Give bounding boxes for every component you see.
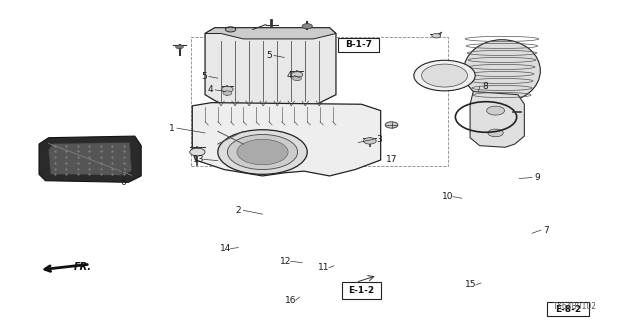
Text: E-8-2: E-8-2 — [556, 305, 582, 314]
Text: 17: 17 — [386, 155, 397, 164]
Polygon shape — [205, 28, 336, 39]
Polygon shape — [49, 142, 132, 175]
Text: 14: 14 — [220, 244, 231, 253]
Text: 16: 16 — [285, 296, 296, 305]
Text: 4: 4 — [287, 71, 292, 80]
Text: 4: 4 — [207, 85, 213, 94]
Circle shape — [291, 72, 303, 77]
Text: 11: 11 — [318, 263, 330, 272]
Circle shape — [486, 106, 504, 115]
Text: TX64B0102: TX64B0102 — [554, 302, 598, 311]
Text: 5: 5 — [201, 72, 207, 81]
Text: FR.: FR. — [74, 262, 92, 272]
Text: 13: 13 — [193, 155, 204, 164]
Text: 5: 5 — [266, 51, 272, 60]
Text: 15: 15 — [465, 280, 476, 289]
Circle shape — [364, 138, 376, 144]
Text: B-1-7: B-1-7 — [345, 40, 372, 49]
Circle shape — [432, 34, 441, 38]
Circle shape — [227, 134, 298, 170]
Text: 3: 3 — [376, 135, 381, 144]
Circle shape — [227, 28, 234, 31]
Circle shape — [237, 139, 288, 165]
Circle shape — [385, 122, 398, 128]
Bar — [191, 37, 448, 166]
Text: 2: 2 — [236, 206, 241, 215]
Ellipse shape — [464, 40, 540, 102]
Text: E-1-2: E-1-2 — [348, 286, 374, 295]
Polygon shape — [205, 28, 336, 109]
Text: 7: 7 — [543, 226, 549, 235]
Text: 12: 12 — [280, 257, 291, 266]
Circle shape — [488, 129, 503, 137]
Circle shape — [175, 45, 183, 49]
Circle shape — [221, 86, 233, 92]
Polygon shape — [192, 103, 381, 176]
Text: 10: 10 — [442, 192, 454, 201]
Text: 6: 6 — [120, 178, 126, 187]
Circle shape — [189, 148, 205, 156]
Polygon shape — [39, 136, 141, 182]
Text: 9: 9 — [534, 173, 540, 182]
Circle shape — [292, 76, 301, 81]
Text: 8: 8 — [482, 82, 488, 91]
Circle shape — [414, 60, 475, 91]
Circle shape — [302, 24, 312, 29]
Circle shape — [218, 130, 307, 174]
Polygon shape — [470, 92, 524, 147]
Text: 1: 1 — [169, 124, 175, 132]
Circle shape — [422, 64, 467, 87]
Circle shape — [223, 91, 232, 95]
